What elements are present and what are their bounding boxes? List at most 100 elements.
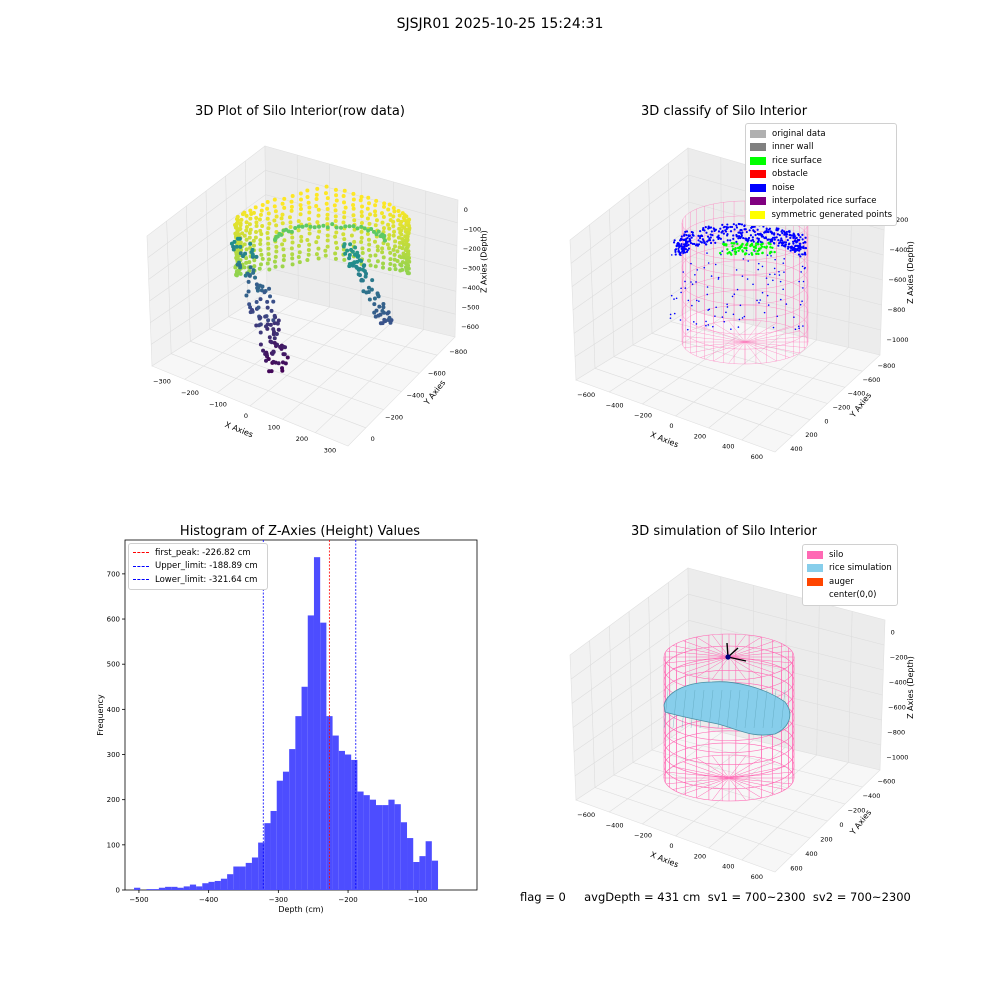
noise-point xyxy=(773,242,776,245)
point xyxy=(234,272,239,277)
noise-point xyxy=(697,234,700,237)
noise-point xyxy=(798,280,800,283)
point xyxy=(373,203,378,208)
point xyxy=(350,261,355,266)
grid-line xyxy=(315,329,424,433)
noise-point xyxy=(682,249,686,252)
point xyxy=(273,236,278,241)
noise-point xyxy=(678,252,681,255)
noise-point xyxy=(695,323,698,325)
point xyxy=(298,191,303,196)
noise-point xyxy=(695,243,699,246)
rice-surface-point xyxy=(761,242,764,245)
noise-point xyxy=(676,242,679,246)
point xyxy=(366,195,371,200)
noise-point xyxy=(793,246,796,250)
rice-surface-point xyxy=(760,243,763,246)
x-tick-label: 200 xyxy=(296,435,308,443)
noise-point xyxy=(689,239,692,242)
grid-line xyxy=(628,611,634,763)
point xyxy=(355,226,360,231)
noise-point xyxy=(788,230,791,233)
rice-surface-point xyxy=(724,243,727,246)
grid-line xyxy=(228,316,420,374)
rice-surface-point xyxy=(725,243,728,246)
point xyxy=(375,291,380,296)
noise-point xyxy=(783,231,787,234)
point xyxy=(244,293,249,298)
point xyxy=(367,297,372,302)
noise-point xyxy=(683,233,686,236)
legend-entry: interpolated rice surface xyxy=(750,195,892,209)
point xyxy=(376,294,381,299)
point xyxy=(266,357,271,362)
point xyxy=(397,245,402,250)
surface-mesh-line xyxy=(735,689,741,729)
grid-line xyxy=(186,205,191,342)
point xyxy=(360,257,365,262)
point xyxy=(381,215,386,220)
noise-point xyxy=(708,238,711,242)
point xyxy=(355,250,360,255)
noise-point xyxy=(727,226,730,229)
noise-point xyxy=(801,233,804,237)
noise-point xyxy=(679,319,682,321)
noise-point xyxy=(802,246,805,250)
noise-point xyxy=(794,239,797,242)
noise-point xyxy=(693,242,696,246)
histogram-bar xyxy=(158,887,166,890)
point xyxy=(235,244,240,249)
noise-point xyxy=(735,233,738,237)
noise-point xyxy=(705,231,708,234)
noise-point xyxy=(674,248,677,252)
point xyxy=(289,229,294,234)
silo-roof-spoke xyxy=(728,656,762,678)
noise-point xyxy=(704,243,708,246)
point xyxy=(244,260,249,265)
noise-point xyxy=(793,316,795,318)
point xyxy=(249,212,254,217)
point xyxy=(263,351,268,356)
rice-surface-point xyxy=(725,244,728,247)
noise-point xyxy=(775,227,778,230)
point xyxy=(249,250,254,255)
point xyxy=(316,224,321,229)
grid-line xyxy=(265,218,457,269)
point xyxy=(238,221,243,226)
point xyxy=(380,265,385,270)
noise-point xyxy=(673,239,676,242)
noise-point xyxy=(765,229,768,232)
point xyxy=(234,252,239,257)
point xyxy=(366,237,371,242)
panel2-legend: original data inner wall rice surface obsta… xyxy=(745,123,897,226)
z-tick-label: −300 xyxy=(463,265,481,273)
point xyxy=(274,249,279,254)
rice-surface-point xyxy=(722,242,725,246)
noise-point xyxy=(794,237,797,240)
legend-label: obstacle xyxy=(772,169,808,180)
grid-line xyxy=(392,181,394,323)
point xyxy=(263,288,268,293)
point xyxy=(404,227,409,232)
legend-entry: silo xyxy=(807,548,893,562)
point xyxy=(406,220,411,225)
noise-point xyxy=(691,242,694,245)
y-tick-label: 0 xyxy=(371,435,375,443)
noise-point xyxy=(802,280,805,283)
point xyxy=(237,236,242,241)
silo-floor-spoke xyxy=(728,757,762,779)
grid-line xyxy=(150,243,267,323)
point xyxy=(258,322,263,327)
noise-point xyxy=(789,245,792,249)
point xyxy=(263,324,268,329)
point xyxy=(342,188,347,193)
point xyxy=(247,230,252,235)
noise-point xyxy=(685,245,688,248)
noise-point xyxy=(675,245,678,248)
silo-floor-spoke xyxy=(744,326,790,343)
rice-surface-point xyxy=(765,246,768,250)
noise-point xyxy=(705,320,707,323)
point xyxy=(252,268,257,273)
point xyxy=(389,318,394,323)
noise-point xyxy=(759,240,762,243)
